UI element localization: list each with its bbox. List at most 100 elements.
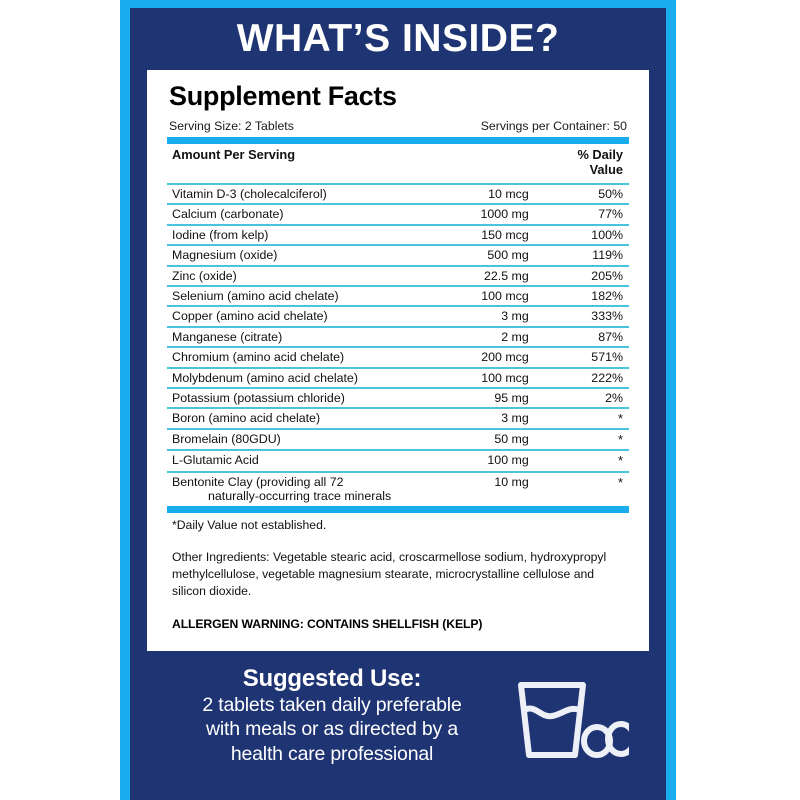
nutrient-amount: 3 mg (501, 411, 529, 426)
water-glass-with-tablets-icon (511, 663, 637, 778)
nutrient-amount: 500 mg (487, 248, 529, 263)
table-row: Zinc (oxide) 22.5 mg 205% (167, 267, 629, 285)
row-divider (167, 305, 629, 308)
nutrient-daily-value: * (617, 474, 623, 490)
suggested-use-line-1: 2 tablets taken daily preferable (202, 694, 462, 717)
supplement-facts-heading: Supplement Facts (169, 81, 397, 111)
nutrient-daily-value: 182% (591, 288, 623, 303)
nutrient-daily-value: 50% (598, 187, 623, 202)
page-title: WHAT’S INSIDE? (236, 17, 560, 60)
serving-divider-bar (167, 137, 629, 145)
suggested-use-text-block: Suggested Use: 2 tablets taken daily pre… (167, 663, 497, 766)
nutrient-daily-value: 100% (591, 227, 623, 242)
nutrient-amount: 100 mg (487, 453, 529, 468)
suggested-use-line-3: health care professional (230, 742, 434, 765)
table-row: Iodine (from kelp) 150 mcg 100% (167, 226, 629, 244)
table-row: Manganese (citrate) 2 mg 87% (167, 328, 629, 346)
nutrient-name: Calcium (carbonate) (172, 207, 284, 222)
row-divider (167, 366, 629, 369)
nutrient-daily-value: * (617, 411, 623, 427)
allergen-warning-text: ALLERGEN WARNING: CONTAINS SHELLFISH (KE… (172, 616, 483, 631)
serving-size: Serving Size: 2 Tablets (169, 119, 294, 133)
nutrient-name: Manganese (citrate) (172, 329, 283, 344)
column-header-amount-per-serving: Amount Per Serving (172, 147, 296, 163)
suggested-use-body: 2 tablets taken daily preferable with me… (167, 693, 497, 766)
nutrient-daily-value: 87% (598, 329, 623, 344)
row-divider (167, 470, 629, 473)
suggested-use-section: Suggested Use: 2 tablets taken daily pre… (130, 651, 666, 800)
nutrient-name: Zinc (oxide) (172, 268, 237, 283)
suggested-use-line-2: with meals or as directed by a (206, 718, 458, 741)
nutrient-name: Iodine (from kelp) (172, 227, 269, 242)
nutrient-daily-value: 119% (592, 248, 623, 263)
nutrient-name: Potassium (potassium chloride) (172, 390, 345, 405)
supplement-facts-card: Supplement Facts Serving Size: 2 Tablets… (147, 70, 649, 651)
nutrient-name: L-Glutamic Acid (172, 453, 259, 468)
nutrient-daily-value: 333% (591, 309, 623, 324)
row-divider (167, 386, 629, 389)
nutrient-amount: 100 mcg (481, 370, 529, 385)
serving-info-row: Serving Size: 2 Tablets Servings per Con… (167, 119, 629, 136)
nutrient-amount: 1000 mg (480, 207, 529, 222)
nutrient-amount: 10 mg (494, 474, 529, 489)
row-divider (167, 244, 629, 247)
table-row: Molybdenum (amino acid chelate) 100 mcg 22… (167, 369, 629, 387)
row-divider (167, 183, 629, 186)
table-row: Chromium (amino acid chelate) 200 mcg 571% (167, 348, 629, 366)
table-row: Copper (amino acid chelate) 3 mg 333% (167, 307, 629, 325)
nutrient-amount: 200 mcg (481, 350, 529, 365)
servings-per-container-label: Servings per Container: (480, 119, 610, 134)
table-row: Vitamin D-3 (cholecalciferol) 10 mcg 50% (167, 185, 629, 203)
table-row: Magnesium (oxide) 500 mg 119% (167, 246, 629, 264)
other-ingredients-text: Other Ingredients: Vegetable stearic aci… (172, 550, 607, 598)
nutrient-name: Boron (amino acid chelate) (172, 411, 321, 426)
row-divider (167, 264, 629, 267)
nutrient-daily-value: 222% (591, 370, 623, 385)
nutrient-daily-value: 205% (591, 268, 623, 283)
nutrient-amount: 22.5 mg (483, 268, 529, 283)
label-panel: WHAT’S INSIDE? Supplement Facts Serving … (130, 8, 666, 800)
nutrient-daily-value: * (617, 453, 623, 469)
table-row: Calcium (carbonate) 1000 mg 77% (167, 205, 629, 223)
row-divider (167, 346, 629, 349)
servings-per-container-value: 50 (613, 119, 627, 134)
nutrient-daily-value: * (617, 432, 623, 448)
nutrient-amount: 10 mcg (488, 187, 529, 202)
row-divider (167, 449, 629, 452)
nutrient-name: Magnesium (oxide) (172, 248, 278, 263)
row-divider (167, 203, 629, 206)
row-divider (167, 223, 629, 226)
supplement-facts-table: Amount Per Serving % Daily Value Vitamin… (167, 144, 629, 505)
nutrient-name: Chromium (amino acid chelate) (172, 350, 345, 365)
nutrient-amount: 3 mg (501, 309, 529, 324)
nutrient-amount: 150 mcg (481, 227, 529, 242)
nutrient-name: Bromelain (80GDU) (172, 432, 281, 447)
label-outer-frame: WHAT’S INSIDE? Supplement Facts Serving … (120, 0, 676, 800)
nutrient-daily-value: 571% (591, 350, 623, 365)
nutrient-name-continued: naturally-occurring trace minerals (208, 488, 392, 503)
serving-size-value: 2 Tablets (244, 119, 294, 134)
servings-per-container: Servings per Container: 50 (481, 119, 627, 133)
nutrient-name: Bentonite Clay (providing all 72 naturall… (167, 473, 416, 506)
nutrient-daily-value: 2% (605, 390, 623, 405)
serving-size-label: Serving Size: (169, 119, 242, 134)
row-divider (167, 284, 629, 287)
table-row: L-Glutamic Acid 100 mg * (167, 451, 629, 470)
table-row: Bentonite Clay (providing all 72 naturall… (167, 473, 629, 506)
daily-value-footnote: *Daily Value not established. (172, 518, 327, 533)
table-bottom-bar (167, 506, 629, 514)
nutrient-amount: 2 mg (501, 329, 529, 344)
nutrient-name: Vitamin D-3 (cholecalciferol) (172, 187, 327, 202)
table-header-row: Amount Per Serving % Daily Value (167, 144, 629, 183)
nutrient-amount: 95 mg (494, 390, 529, 405)
row-divider (167, 428, 629, 431)
table-row: Boron (amino acid chelate) 3 mg * (167, 409, 629, 428)
table-row: Bromelain (80GDU) 50 mg * (167, 430, 629, 449)
nutrient-amount: 100 mcg (481, 288, 529, 303)
column-header-daily-value: % Daily Value (577, 147, 623, 178)
table-row: Selenium (amino acid chelate) 100 mcg 182% (167, 287, 629, 305)
suggested-use-title: Suggested Use: (242, 665, 422, 692)
column-header-amount (416, 144, 545, 183)
row-divider (167, 325, 629, 328)
table-row: Potassium (potassium chloride) 95 mg 2% (167, 389, 629, 407)
